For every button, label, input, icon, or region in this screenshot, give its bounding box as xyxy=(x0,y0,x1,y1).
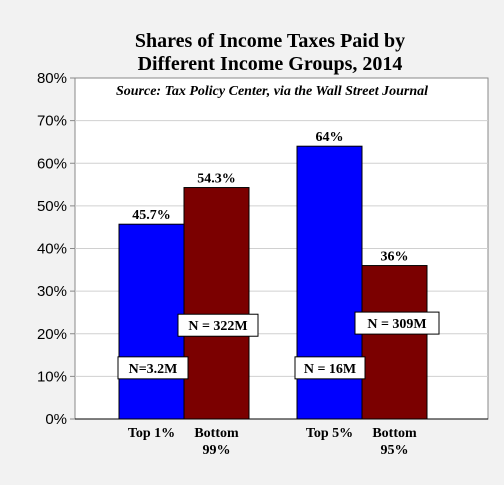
value-label-3: 36% xyxy=(381,250,409,265)
y-tick-label-80: 80% xyxy=(37,70,67,87)
bar-0 xyxy=(118,223,185,420)
n-annotation-0: N=3.2M xyxy=(117,356,189,380)
n-annotation-3: N = 309M xyxy=(354,311,440,335)
y-tick-label-50: 50% xyxy=(37,198,67,215)
bar-1 xyxy=(183,187,250,420)
y-tick-label-70: 70% xyxy=(37,113,67,130)
n-annotation-2: N = 16M xyxy=(294,356,366,380)
value-label-1: 54.3% xyxy=(197,172,236,187)
y-tick-label-10: 10% xyxy=(37,368,67,385)
category-label-2-line-0: Top 5% xyxy=(306,426,353,441)
n-annotation-box-0 xyxy=(117,356,189,380)
chart-source-note: Source: Tax Policy Center, via the Wall … xyxy=(116,84,428,99)
n-annotation-text-1: N = 322M xyxy=(188,319,247,334)
n-annotation-1: N = 322M xyxy=(177,313,259,337)
y-tick-label-0: 0% xyxy=(45,411,67,428)
value-label-2: 64% xyxy=(316,130,344,145)
y-tick-label-60: 60% xyxy=(37,155,67,172)
category-label-3-line-1: 95% xyxy=(381,443,409,458)
grid-layer: 0% 10% 20% 30% 40% 50% 60% 70% 80% xyxy=(37,70,488,428)
n-annotation-box-2 xyxy=(294,356,366,380)
value-label-0: 45.7% xyxy=(132,208,171,223)
labels-layer: 45.7% Top 1% 54.3% Bottom 99% 64% Top 5% 36% Bot… xyxy=(117,130,440,458)
chart-title-line-2: Different Income Groups, 2014 xyxy=(138,53,403,75)
chart-title-line-1: Shares of Income Taxes Paid by xyxy=(135,30,405,52)
n-annotation-text-2: N = 16M xyxy=(304,362,356,377)
n-annotation-box-1 xyxy=(177,313,259,337)
category-label-1-line-0: Bottom xyxy=(194,426,239,441)
y-tick-label-20: 20% xyxy=(37,326,67,343)
n-annotation-box-3 xyxy=(354,311,440,335)
bar-3 xyxy=(361,265,428,420)
category-label-0-line-0: Top 1% xyxy=(128,426,175,441)
y-tick-label-30: 30% xyxy=(37,283,67,300)
category-label-1-line-1: 99% xyxy=(203,443,231,458)
y-tick-label-40: 40% xyxy=(37,241,67,258)
category-label-3-line-0: Bottom xyxy=(372,426,417,441)
n-annotation-text-0: N=3.2M xyxy=(129,362,178,377)
n-annotation-text-3: N = 309M xyxy=(367,317,426,332)
